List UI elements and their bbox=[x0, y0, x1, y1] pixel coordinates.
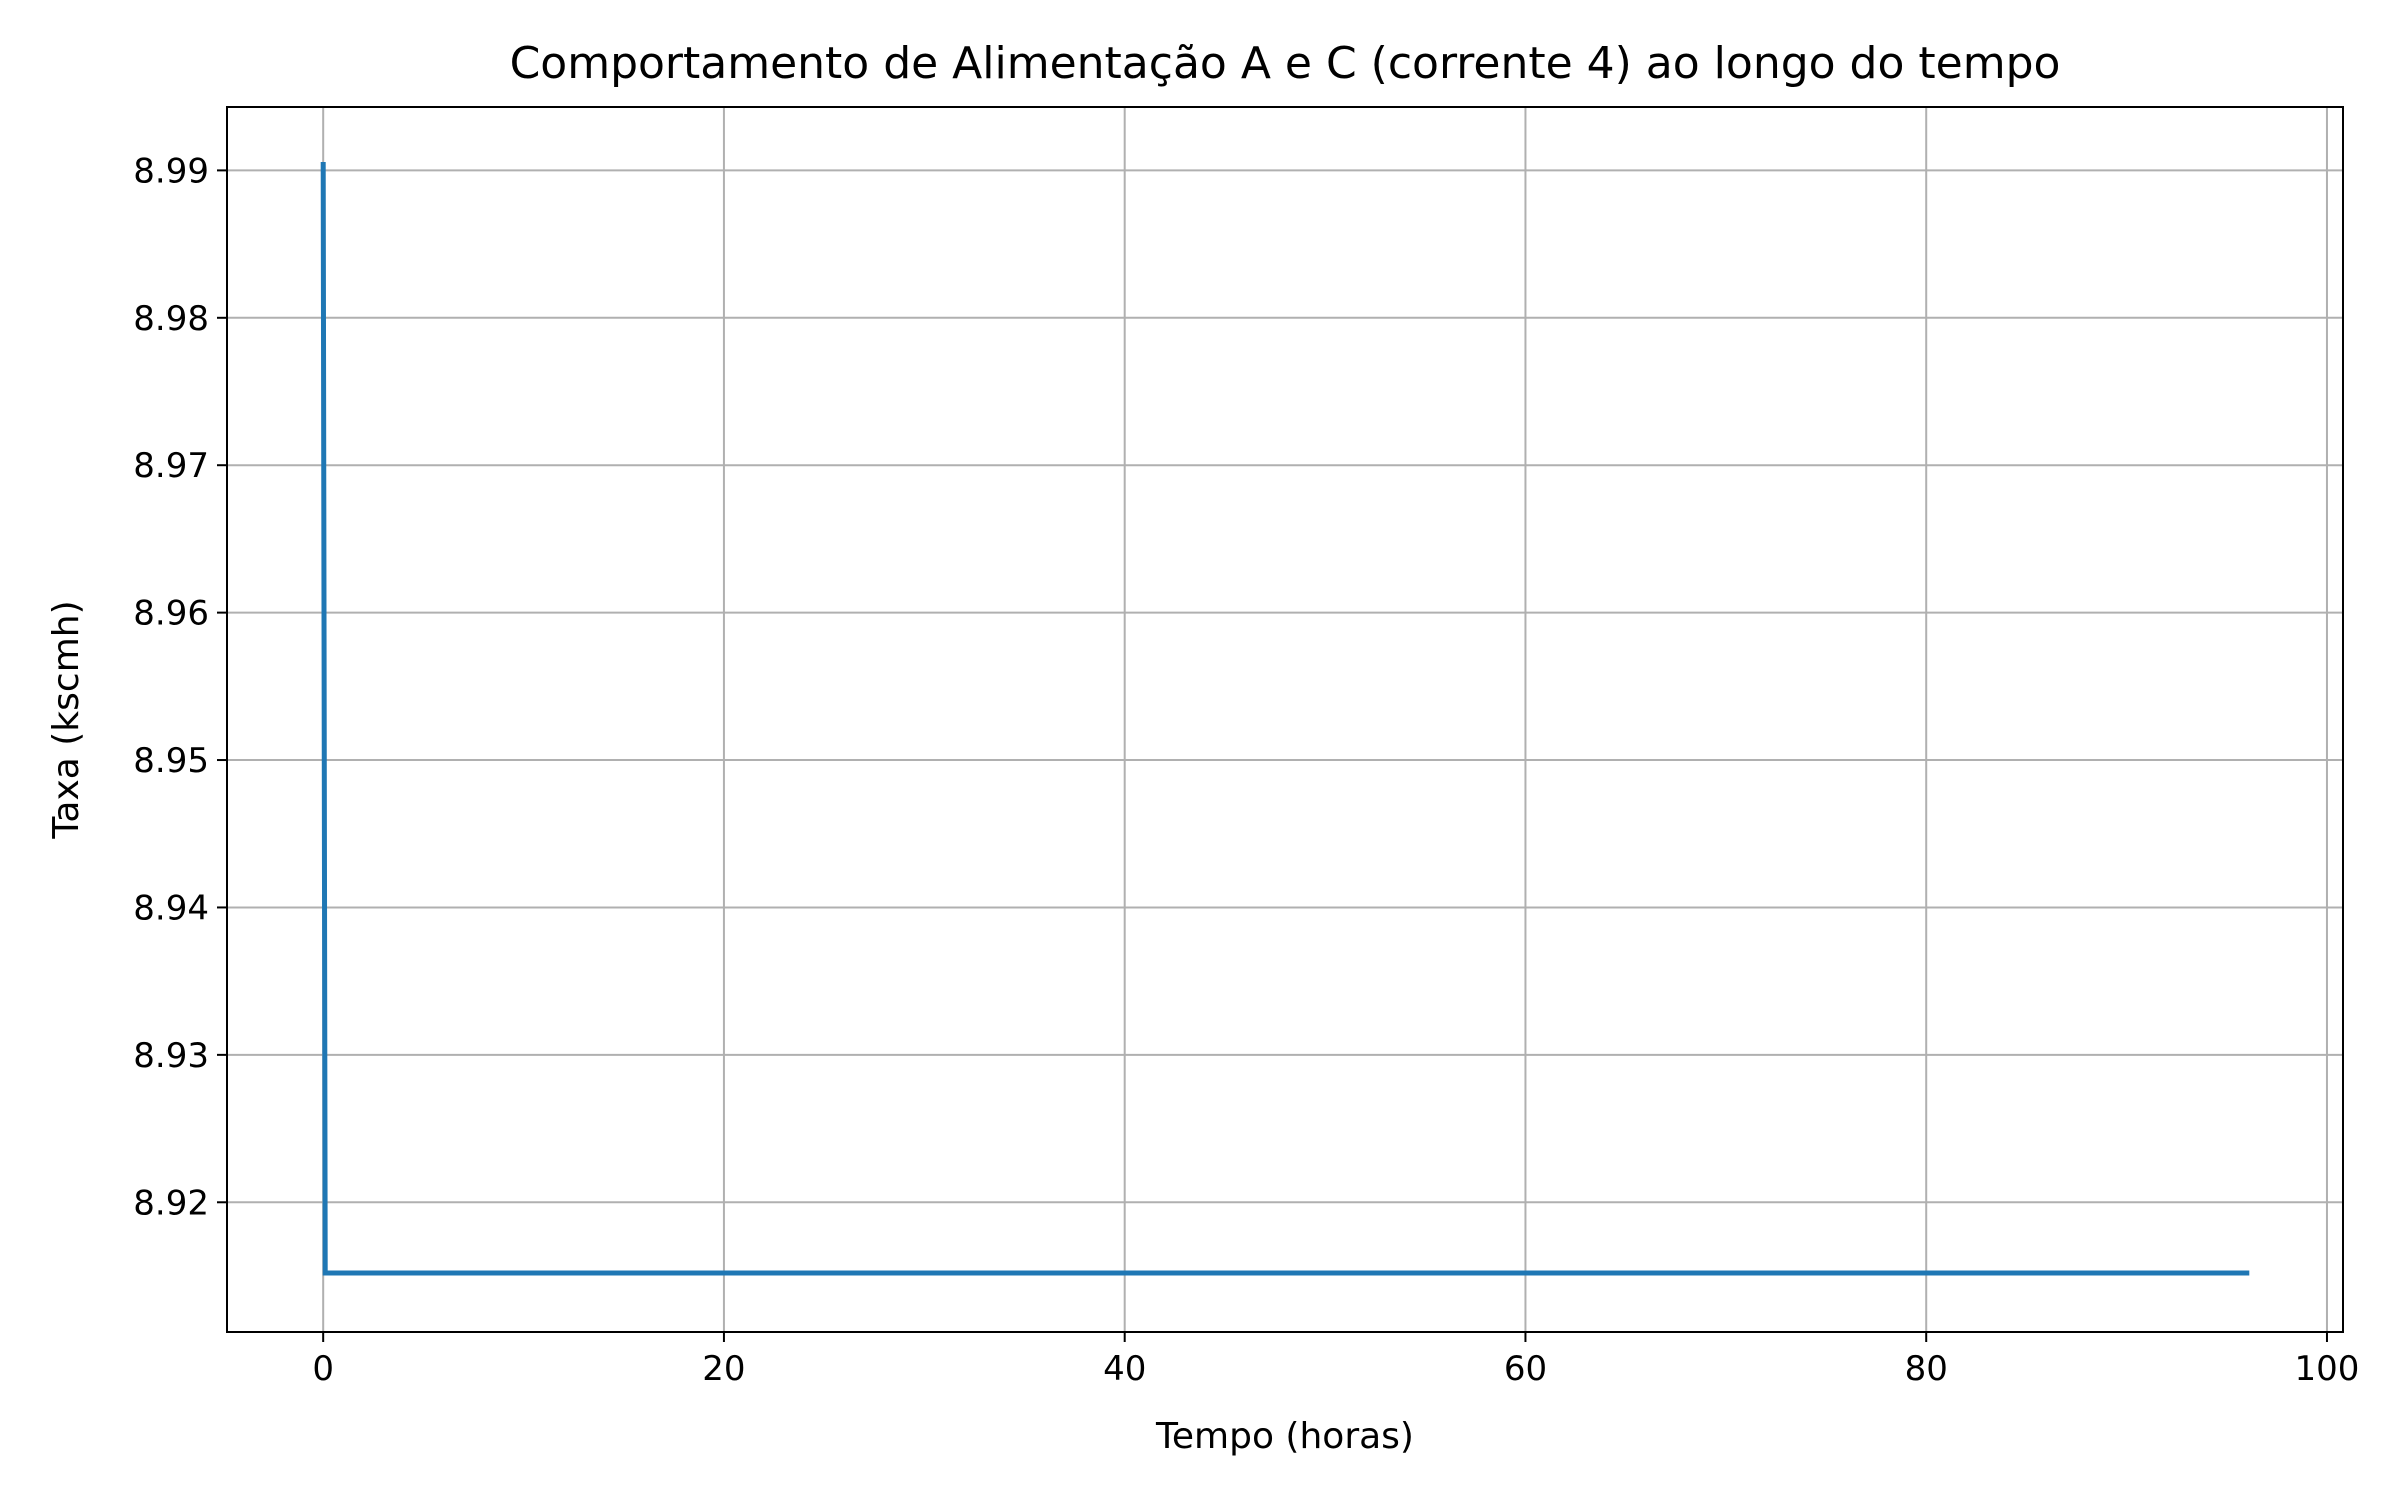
x-tick-label: 20 bbox=[702, 1349, 745, 1389]
y-tick-label: 8.97 bbox=[133, 446, 209, 486]
gridlines bbox=[227, 107, 2343, 1332]
y-tick-label: 8.94 bbox=[133, 888, 209, 928]
y-axis-title: Taxa (kscmh) bbox=[46, 600, 87, 839]
x-tick-label: 60 bbox=[1504, 1349, 1547, 1389]
x-tick-label: 40 bbox=[1103, 1349, 1146, 1389]
axis-ticks: 0 20 40 60 80 100 8.92 8.93 8.94 8.95 8.96 8.97 8.98… bbox=[133, 151, 2359, 1389]
series-layer bbox=[320, 161, 2250, 1276]
x-tick-label: 100 bbox=[2295, 1349, 2360, 1389]
y-tick-label: 8.95 bbox=[133, 741, 209, 781]
y-tick-label: 8.92 bbox=[133, 1183, 209, 1223]
x-axis-title: Tempo (horas) bbox=[1155, 1416, 1414, 1457]
y-tick-label: 8.96 bbox=[133, 594, 209, 634]
y-tick-label: 8.99 bbox=[133, 151, 209, 191]
y-tick-label: 8.98 bbox=[133, 299, 209, 339]
x-tick-label: 80 bbox=[1905, 1349, 1948, 1389]
x-tick-label: 0 bbox=[312, 1349, 334, 1389]
plot-frame bbox=[226, 106, 2344, 1333]
chart-title: Comportamento de Alimentação A e C (corr… bbox=[510, 38, 2061, 89]
y-tick-label: 8.93 bbox=[133, 1036, 209, 1076]
series-line bbox=[320, 161, 2250, 1276]
